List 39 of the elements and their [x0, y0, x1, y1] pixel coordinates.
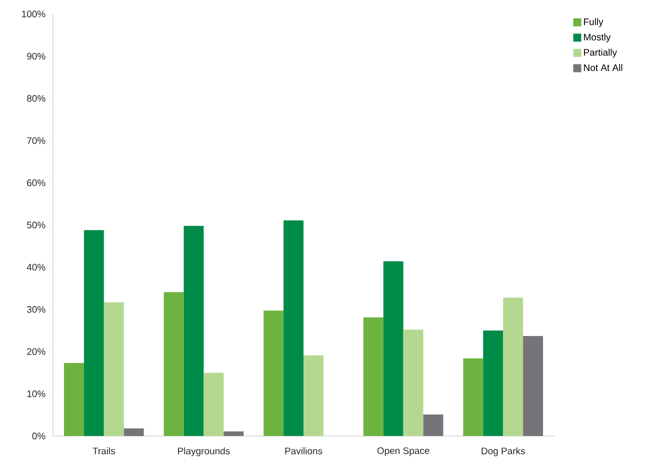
y-tick-label: 10% [27, 390, 46, 398]
x-tick-label: Open Space [377, 447, 430, 456]
bar [284, 220, 304, 436]
y-tick-label: 80% [27, 95, 46, 102]
legend-label: Partially [584, 48, 618, 58]
bar [423, 414, 444, 436]
bar [64, 362, 84, 436]
bar [403, 330, 424, 436]
y-tick-label: 70% [27, 137, 46, 144]
y-tick-label: 0% [32, 432, 46, 440]
y-tick-label: 30% [26, 306, 46, 313]
bar [523, 336, 544, 436]
bar [124, 428, 144, 436]
bar [84, 230, 104, 436]
y-tick-label: 50% [26, 222, 46, 228]
bar [264, 310, 284, 436]
bar [184, 226, 204, 436]
bar [383, 261, 404, 436]
y-tick-label: 90% [27, 52, 46, 60]
y-tick-label: 100% [22, 10, 46, 18]
y-tick-label: 40% [26, 264, 46, 271]
bar [224, 431, 244, 436]
legend-label: Not At All [584, 64, 622, 72]
bar [483, 330, 504, 436]
x-tick-label: Playgrounds [178, 447, 230, 456]
legend-label: Mostly [584, 33, 611, 42]
y-tick-label: 20% [27, 348, 46, 355]
bar [463, 358, 484, 436]
y-tick-label: 60% [27, 179, 46, 186]
bar [104, 302, 124, 436]
bar [204, 372, 224, 436]
bar [164, 292, 184, 436]
bar [503, 298, 524, 436]
bar [304, 355, 324, 436]
bar [363, 317, 384, 436]
x-tick-label: Trails [92, 447, 115, 454]
x-tick-label: Dog Parks [482, 447, 525, 456]
x-tick-label: Pavilions [285, 447, 322, 454]
legend-label: Fully [584, 18, 604, 28]
